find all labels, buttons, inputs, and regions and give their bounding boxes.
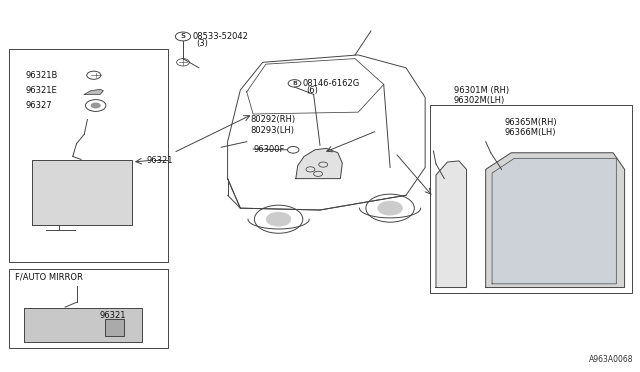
- Circle shape: [266, 212, 291, 227]
- Text: A963A0068: A963A0068: [589, 355, 634, 364]
- Text: S: S: [180, 33, 186, 39]
- Text: 80292(RH)
80293(LH): 80292(RH) 80293(LH): [250, 115, 295, 135]
- Text: (6): (6): [307, 86, 318, 95]
- Circle shape: [378, 201, 403, 215]
- Bar: [9, 269, 168, 349]
- Bar: [104, 319, 124, 336]
- Circle shape: [91, 103, 100, 109]
- Polygon shape: [84, 89, 103, 94]
- Text: 96301M (RH)
96302M(LH): 96301M (RH) 96302M(LH): [454, 86, 509, 105]
- Text: 08146-6162G: 08146-6162G: [303, 79, 360, 88]
- Text: 96300F: 96300F: [253, 145, 284, 154]
- Text: 96321B: 96321B: [26, 71, 58, 80]
- Text: (3): (3): [196, 39, 208, 48]
- Text: 08533-52042: 08533-52042: [193, 32, 248, 41]
- Polygon shape: [24, 308, 141, 342]
- Text: 96321: 96321: [100, 311, 126, 320]
- Polygon shape: [296, 148, 342, 179]
- Text: F/AUTO MIRROR: F/AUTO MIRROR: [15, 272, 83, 281]
- Text: 96327: 96327: [26, 101, 52, 110]
- Text: 96321E: 96321E: [26, 86, 58, 94]
- Text: 96365M(RH)
96366M(LH): 96365M(RH) 96366M(LH): [505, 118, 557, 137]
- Text: 96321: 96321: [147, 155, 173, 165]
- Bar: [9, 49, 168, 262]
- Polygon shape: [32, 160, 132, 225]
- Polygon shape: [492, 158, 616, 284]
- Polygon shape: [486, 153, 625, 288]
- Bar: [429, 105, 632, 293]
- Polygon shape: [436, 161, 467, 288]
- Text: B: B: [292, 81, 297, 86]
